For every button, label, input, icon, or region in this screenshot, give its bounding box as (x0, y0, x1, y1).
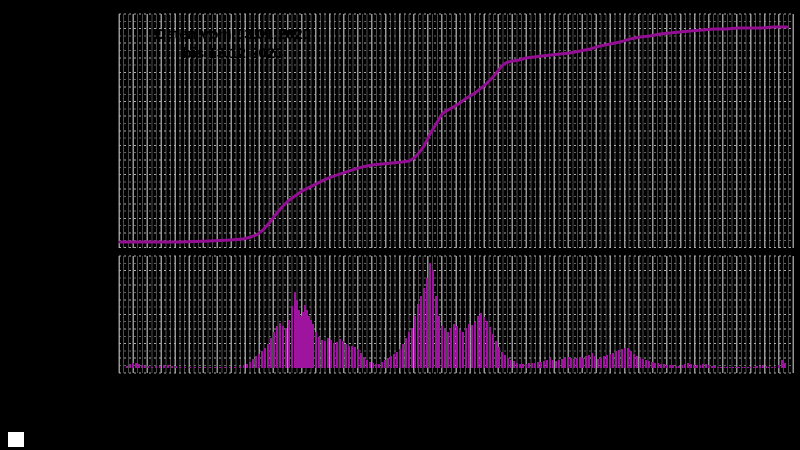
white-marker-box (8, 432, 24, 447)
